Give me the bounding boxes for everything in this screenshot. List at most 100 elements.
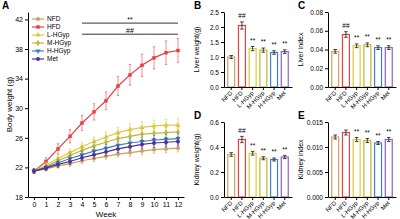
x-axis-tick-mark: [82, 197, 83, 200]
panel-label: B: [194, 0, 201, 11]
bar: [238, 140, 245, 198]
y-axis-tick-mark: [221, 197, 224, 198]
marker: [128, 73, 131, 76]
error-bar: [366, 139, 370, 143]
y-axis-title: Kidney index: [297, 139, 305, 180]
y-axis-tick-mark: [25, 138, 28, 139]
error-bar: [387, 138, 391, 142]
x-axis-tick: 2: [57, 197, 61, 208]
annotation: **: [282, 146, 288, 153]
y-axis-title: Kidney weight(g): [193, 133, 201, 185]
bar: [364, 141, 371, 198]
error-bar: [240, 22, 244, 29]
line: [34, 142, 178, 172]
y-axis-tick: 0.2: [210, 169, 224, 176]
marker: [116, 147, 120, 151]
x-axis-tick-mark: [154, 197, 155, 200]
marker: [151, 123, 156, 128]
bar: [249, 49, 256, 87]
x-axis-tick-label: 3: [69, 201, 73, 208]
error-bar: [69, 159, 71, 165]
y-axis-tick-label: 0.02: [310, 65, 323, 72]
y-axis-tick: 0.06: [310, 27, 328, 34]
error-bar: [262, 157, 266, 160]
error-bar: [141, 140, 143, 149]
error-bar: [376, 142, 380, 145]
x-axis-tick-mark: [118, 197, 119, 200]
error-bar: [153, 139, 155, 148]
x-axis-tick-label: H-HGyp: [257, 89, 277, 109]
y-axis-tick: 0.015: [307, 119, 328, 126]
bar: [332, 137, 339, 197]
y-axis-tick-mark: [221, 72, 224, 73]
annotation: **: [365, 33, 371, 40]
x-axis-tick-mark: [335, 87, 336, 90]
y-axis-tick-mark: [221, 172, 224, 173]
x-axis-tick-label: 9: [141, 201, 145, 208]
y-axis-tick-label: 1.5: [210, 39, 219, 46]
marker: [56, 162, 60, 166]
marker: [104, 150, 108, 154]
y-axis-tick: 0.4: [210, 144, 224, 151]
bar: [385, 48, 392, 87]
bar: [342, 133, 349, 198]
y-axis-line: [28, 13, 29, 198]
error-bar: [33, 169, 35, 173]
y-axis-tick-mark: [25, 79, 28, 80]
y-axis-tick-label: 30: [15, 105, 23, 112]
x-axis-tick-label: 10: [151, 201, 159, 208]
y-axis-tick: 0.02: [310, 65, 328, 72]
y-axis-tick: 0.0: [210, 84, 224, 91]
marker: [140, 149, 144, 153]
y-axis-tick: 18: [15, 194, 28, 201]
chart-container: 012345678910111218222630343842WeekBody w…: [0, 0, 400, 219]
marker: [44, 166, 48, 170]
error-bar: [283, 155, 287, 158]
marker: [152, 148, 156, 152]
x-axis-tick: Met: [380, 197, 392, 211]
x-axis-tick-mark: [241, 197, 242, 200]
panel-label: D: [194, 110, 201, 121]
x-axis-tick-mark: [284, 87, 285, 90]
y-axis-tick-mark: [25, 19, 28, 20]
y-axis-tick: 30: [15, 105, 28, 112]
marker: [92, 153, 96, 157]
y-axis-tick-label: 0.000: [307, 194, 324, 201]
error-bar: [177, 39, 179, 63]
x-axis-tick-mark: [263, 87, 264, 90]
bar: [353, 46, 360, 87]
x-axis-tick-mark: [231, 197, 232, 200]
error-bar: [153, 47, 155, 69]
error-bar: [229, 56, 233, 59]
marker: [163, 122, 168, 127]
bar: [364, 45, 371, 87]
x-axis-tick-label: 2: [57, 201, 61, 208]
y-axis-tick-mark: [25, 167, 28, 168]
y-axis-line: [224, 13, 225, 88]
x-axis-tick-mark: [356, 87, 357, 90]
x-axis-tick: Met: [276, 197, 288, 211]
plot-area: [332, 32, 393, 87]
y-axis-line: [328, 13, 329, 88]
marker: [32, 169, 36, 173]
error-bar: [57, 160, 59, 166]
x-axis-tick-label: NFD: [220, 199, 233, 212]
x-axis-tick: Met: [380, 87, 392, 101]
y-axis-tick-mark: [221, 42, 224, 43]
error-bar: [33, 169, 35, 173]
plot-area: [332, 130, 393, 197]
y-axis-tick-label: 0.4: [210, 144, 219, 151]
x-axis-tick-mark: [367, 197, 368, 200]
annotation: ##: [126, 27, 134, 34]
error-bar: [129, 65, 131, 86]
x-axis-tick: 3: [69, 197, 73, 208]
line: [34, 50, 178, 171]
x-axis-tick-mark: [284, 197, 285, 200]
x-axis-tick-mark: [231, 87, 232, 90]
x-axis-tick-mark: [388, 87, 389, 90]
marker: [140, 131, 144, 137]
y-axis-tick-label: 0.005: [307, 169, 324, 176]
x-axis-tick-mark: [34, 197, 35, 200]
y-axis-tick-label: 1.0: [210, 54, 219, 61]
y-axis-title: Body weight (g): [5, 76, 14, 132]
